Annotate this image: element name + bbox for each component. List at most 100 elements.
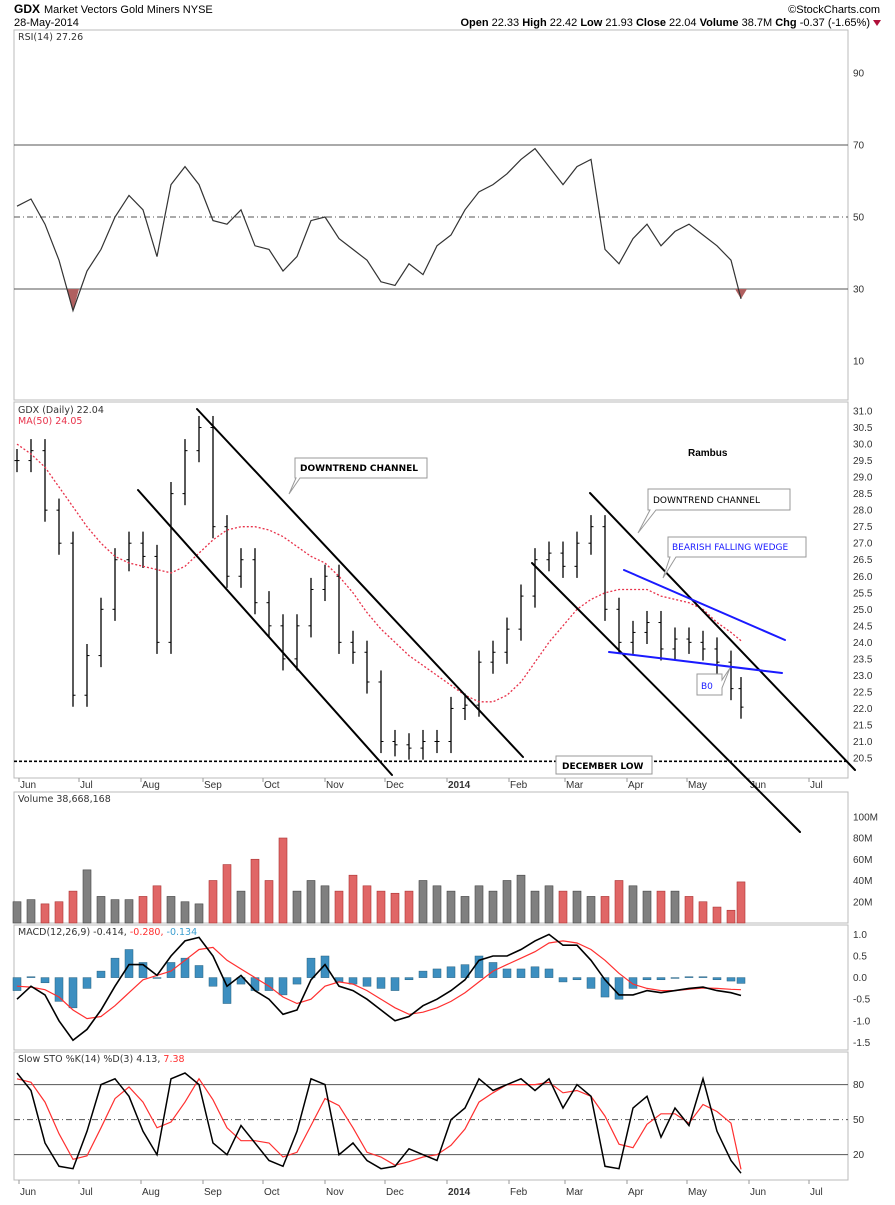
month-label: Dec: [386, 780, 404, 791]
volume-bar: [348, 874, 358, 924]
macd-histogram-bar: [656, 977, 666, 981]
price-legend: GDX (Daily) 22.04: [18, 405, 104, 416]
volume-bar: [96, 896, 106, 924]
macd-histogram-bar: [124, 949, 134, 978]
month-label: Jun: [20, 780, 36, 791]
month-label: Jul: [80, 1187, 93, 1198]
macd-signal-line: [16, 940, 742, 1020]
volume-tick: 80M: [853, 834, 872, 845]
price-tick: 27.5: [853, 522, 873, 533]
macd-histogram-bar: [180, 957, 190, 978]
macd-histogram-bar: [222, 977, 232, 1004]
volume-bar: [446, 890, 456, 924]
price-tick: 27.0: [853, 539, 873, 550]
callout-channel1: DOWNTREND CHANNEL: [288, 457, 428, 495]
month-label: Jun: [750, 780, 766, 791]
macd-tick: 0.5: [853, 952, 867, 963]
sto-k-line: [16, 1072, 742, 1174]
channel1-lower-line: [137, 489, 393, 776]
volume-bar: [138, 896, 148, 924]
volume-bar: [376, 890, 386, 924]
volume-bar: [726, 909, 736, 924]
svg-text:B0: B0: [701, 682, 713, 692]
macd-histogram-bar: [736, 977, 746, 984]
rsi-legend: RSI(14) 27.26: [18, 32, 83, 43]
macd-histogram-bar: [12, 977, 22, 991]
symbol: GDX: [14, 2, 40, 16]
month-label: Jun: [20, 1187, 36, 1198]
macd-tick: 1.0: [853, 930, 867, 941]
svg-text:DOWNTREND CHANNEL: DOWNTREND CHANNEL: [653, 496, 760, 506]
month-label: 2014: [448, 1187, 471, 1198]
sto-tick: 20: [853, 1150, 865, 1161]
price-tick: 24.0: [853, 638, 873, 649]
macd-histogram-bar: [684, 976, 694, 978]
month-label: 2014: [448, 780, 471, 791]
volume-bar: [362, 885, 372, 924]
macd-histogram-bar: [292, 977, 302, 985]
volume-bar: [628, 885, 638, 924]
volume-bar: [432, 885, 442, 924]
macd-histogram-bar: [320, 955, 330, 978]
volume-bar: [110, 899, 120, 924]
sto-tick: 80: [853, 1080, 865, 1091]
month-label: Nov: [326, 1187, 344, 1198]
price-tick: 31.0: [853, 407, 873, 418]
volume-bar: [40, 903, 50, 924]
month-label: Jun: [750, 1187, 766, 1198]
copyright: ©StockCharts.com: [788, 4, 880, 16]
volume-bar: [236, 890, 246, 924]
price-tick: 30.5: [853, 423, 873, 434]
volume-tick: 20M: [853, 897, 872, 908]
macd-line: [16, 933, 742, 1042]
volume-bar: [642, 890, 652, 924]
rsi-panel: [13, 29, 849, 401]
sto-tick: 50: [853, 1115, 865, 1126]
chart-date: 28-May-2014: [14, 17, 79, 29]
macd-histogram-bar: [68, 977, 78, 1009]
month-label: Dec: [386, 1187, 404, 1198]
volume-bar: [194, 903, 204, 924]
month-label: Oct: [264, 780, 280, 791]
volume-legend: Volume 38,668,168: [18, 794, 111, 805]
month-label: Aug: [142, 780, 160, 791]
down-arrow-icon: [873, 20, 881, 26]
macd-histogram-bar: [82, 977, 92, 989]
macd-histogram-bar: [628, 977, 638, 989]
rsi-oversold-fill: [735, 289, 747, 299]
volume-bar: [306, 880, 316, 924]
volume-bar: [698, 901, 708, 924]
volume-bar: [180, 901, 190, 924]
volume-bar: [656, 890, 666, 924]
volume-bar: [502, 880, 512, 924]
macd-histogram-bar: [586, 977, 596, 989]
price-tick: 29.0: [853, 473, 873, 484]
macd-histogram-bar: [600, 977, 610, 998]
macd-histogram-bar: [726, 977, 736, 982]
price-tick: 22.0: [853, 704, 873, 715]
channel2-lower-line: [531, 562, 801, 833]
price-tick: 23.5: [853, 654, 873, 665]
volume-bar: [530, 890, 540, 924]
macd-histogram-bar: [26, 976, 36, 978]
rsi-line: [16, 147, 742, 313]
volume-bar: [572, 890, 582, 924]
channel2-upper-line: [589, 492, 856, 771]
rsi-tick: 50: [853, 213, 865, 224]
volume-bar: [124, 899, 134, 924]
macd-histogram-bar: [194, 965, 204, 978]
svg-text:BEARISH FALLING WEDGE: BEARISH FALLING WEDGE: [672, 543, 789, 553]
callout-breakout: B0: [696, 667, 731, 696]
ma-legend: MA(50) 24.05: [18, 416, 82, 427]
macd-histogram-bar: [614, 977, 624, 1000]
macd-histogram-bar: [460, 964, 470, 978]
macd-histogram-bar: [544, 968, 554, 978]
ma50-line: [16, 443, 742, 703]
volume-tick: 60M: [853, 855, 872, 866]
month-label: Apr: [628, 780, 644, 791]
macd-histogram-bar: [362, 977, 372, 987]
volume-bar: [208, 880, 218, 924]
volume-bar: [600, 896, 610, 924]
